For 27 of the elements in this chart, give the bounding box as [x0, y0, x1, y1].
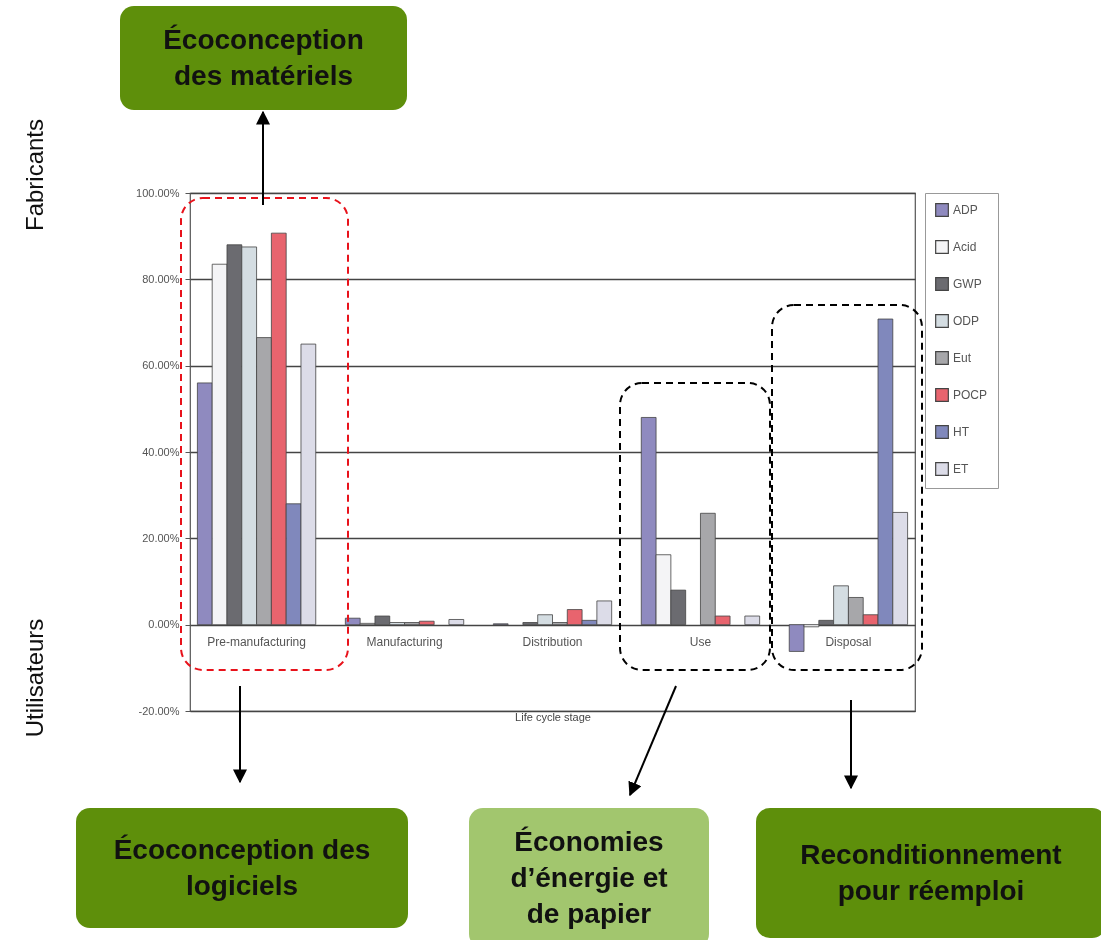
- legend-label: ADP: [953, 203, 978, 217]
- legend-label: Eut: [953, 351, 972, 365]
- x-tick-label: Distribution: [522, 635, 583, 650]
- text: Écoconception des matériels: [120, 6, 407, 110]
- x-axis-title: Life cycle stage: [515, 711, 591, 724]
- legend-label: ODP: [953, 314, 980, 328]
- text: Économies d’énergie et de papier: [469, 808, 709, 940]
- y-tick-label: 0.00%: [148, 618, 180, 631]
- legend-label: Acid: [953, 240, 977, 254]
- y-tick-label: 80.00%: [142, 272, 180, 285]
- legend-label: GWP: [953, 277, 982, 291]
- legend-label: POCP: [953, 388, 988, 402]
- text: Fabricants: [21, 118, 49, 232]
- text: Utilisateurs: [20, 618, 49, 738]
- x-tick-label: Manufacturing: [366, 635, 443, 650]
- y-tick-label: -20.00%: [138, 704, 180, 717]
- y-tick-label: 20.00%: [142, 531, 180, 544]
- text: Écoconception des logiciels: [76, 808, 408, 928]
- x-tick-label: Disposal: [825, 635, 872, 650]
- legend-label: HT: [953, 425, 970, 439]
- x-tick-label: Pre-manufacturing: [207, 635, 306, 650]
- y-tick-label: 40.00%: [142, 445, 180, 458]
- y-tick-label: 60.00%: [142, 359, 180, 372]
- text: Reconditionnement pour réemploi: [756, 808, 1101, 938]
- legend-label: ET: [953, 462, 969, 476]
- x-tick-label: Use: [689, 635, 712, 650]
- y-tick-label: 100.00%: [136, 186, 180, 199]
